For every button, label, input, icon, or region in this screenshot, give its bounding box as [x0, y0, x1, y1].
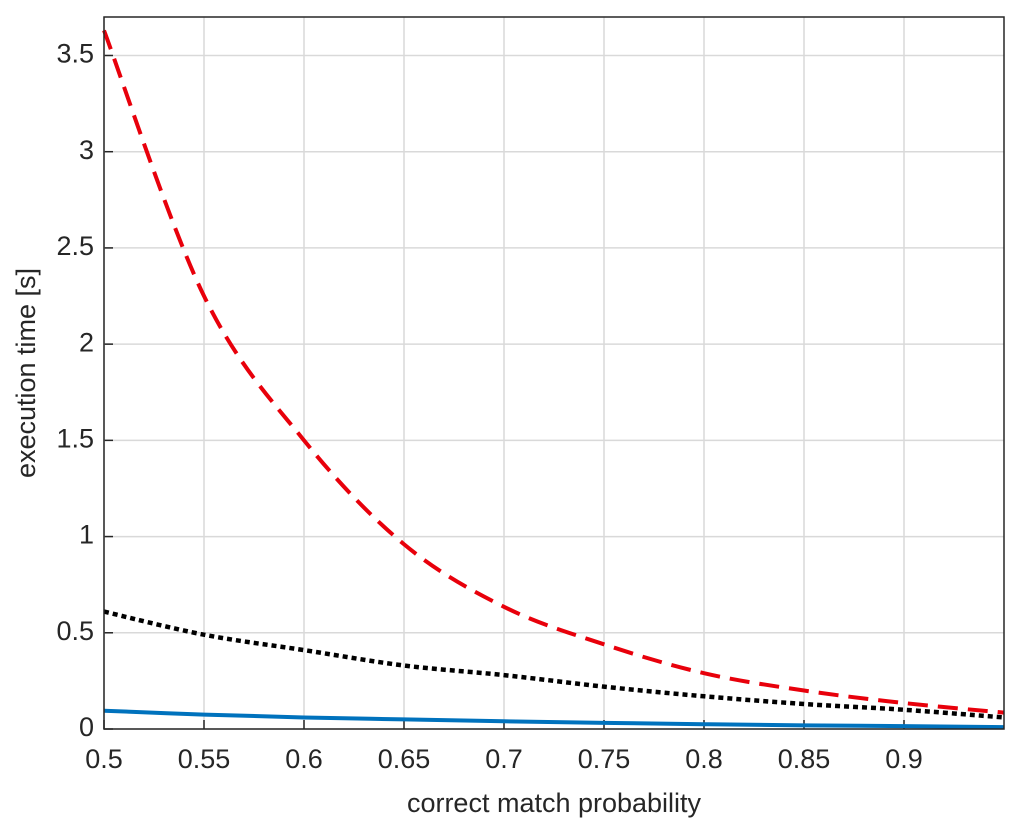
- y-axis-label: execution time [s]: [11, 268, 41, 478]
- x-tick-label: 0.65: [378, 744, 431, 774]
- x-tick-label: 0.8: [685, 744, 723, 774]
- y-tick-label: 2.5: [56, 231, 94, 261]
- x-tick-label: 0.5: [85, 744, 123, 774]
- series-line: [103, 708, 1005, 730]
- x-tick-label: 0.55: [178, 744, 231, 774]
- y-tick-label: 0: [79, 712, 94, 742]
- x-tick-label: 0.7: [485, 744, 523, 774]
- y-tick-label: 3: [79, 135, 94, 165]
- x-tick-label: 0.9: [885, 744, 923, 774]
- x-tick-label: 0.75: [578, 744, 631, 774]
- x-tick-label: 0.6: [285, 744, 323, 774]
- y-tick-label: 1.5: [56, 423, 94, 453]
- series-line: [103, 609, 1005, 720]
- y-tick-label: 2: [79, 327, 94, 357]
- y-tick-label: 0.5: [56, 616, 94, 646]
- x-tick-label: 0.85: [778, 744, 831, 774]
- y-tick-label: 1: [79, 520, 94, 550]
- series-line: [102, 29, 1005, 715]
- x-axis-label: correct match probability: [407, 788, 702, 818]
- plot-frame: [103, 16, 1005, 730]
- y-tick-label: 3.5: [56, 39, 94, 69]
